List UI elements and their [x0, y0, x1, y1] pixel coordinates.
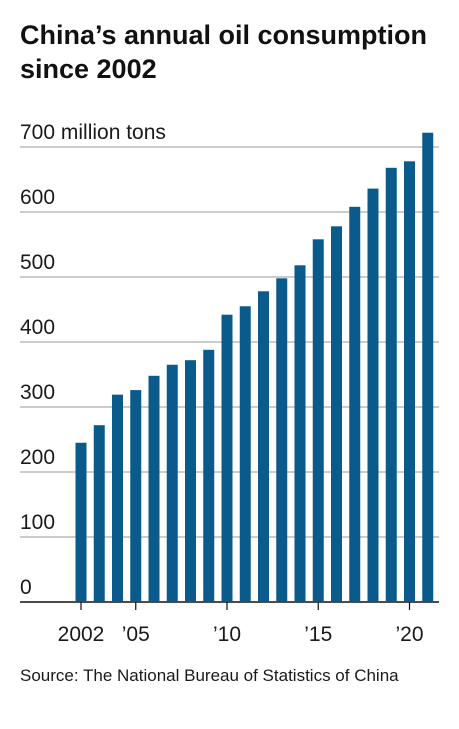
- x-tick-label-2002: 2002: [58, 623, 105, 646]
- bar-chart: 0 100 200 300 400 500 600 700 million tons 2002…: [20, 121, 439, 646]
- y-tick-label-200: 200: [20, 446, 55, 469]
- x-tick-label-2005: ’05: [122, 623, 150, 646]
- bar-2006: [148, 375, 160, 602]
- bar-2018: [367, 188, 379, 602]
- bar-2020: [404, 161, 415, 603]
- y-tick-label-300: 300: [20, 381, 55, 404]
- bar-2016: [331, 226, 342, 603]
- bar-2010: [221, 314, 233, 602]
- y-tick-label-700: 700 million tons: [20, 121, 166, 144]
- y-tick-label-0: 0: [20, 576, 32, 599]
- bar-2008: [185, 360, 196, 602]
- y-tick-labels: 0 100 200 300 400 500 600 700 million tons: [20, 121, 166, 599]
- y-tick-label-600: 600: [20, 186, 55, 209]
- bar-2003: [93, 425, 105, 602]
- y-tick-label-100: 100: [20, 511, 55, 534]
- bar-2011: [239, 306, 251, 602]
- y-tick-label-400: 400: [20, 316, 55, 339]
- bar-2012: [258, 291, 269, 602]
- bar-2021: [422, 132, 434, 602]
- x-tick-label-2010: ’10: [213, 623, 241, 646]
- bar-2009: [203, 349, 215, 602]
- bar-2014: [294, 265, 306, 602]
- x-tick-label-2015: ’15: [304, 623, 332, 646]
- y-tick-label-500: 500: [20, 251, 55, 274]
- x-tick-labels: 2002 ’05 ’10 ’15 ’20: [58, 623, 424, 646]
- bar-2013: [276, 278, 288, 602]
- bar-2007: [166, 364, 178, 602]
- x-tick-label-2020: ’20: [395, 623, 423, 646]
- bar-2019: [385, 167, 397, 603]
- bar-2017: [349, 206, 361, 603]
- bar-2015: [312, 239, 324, 603]
- bar-2002: [75, 442, 87, 602]
- bar-2004: [112, 394, 123, 602]
- source-note: Source: The National Bureau of Statistic…: [20, 666, 399, 685]
- bar-2005: [130, 390, 142, 602]
- bars: [75, 132, 434, 603]
- chart-title: China’s annual oil consumption since 200…: [20, 20, 428, 84]
- x-ticks: [80, 602, 411, 610]
